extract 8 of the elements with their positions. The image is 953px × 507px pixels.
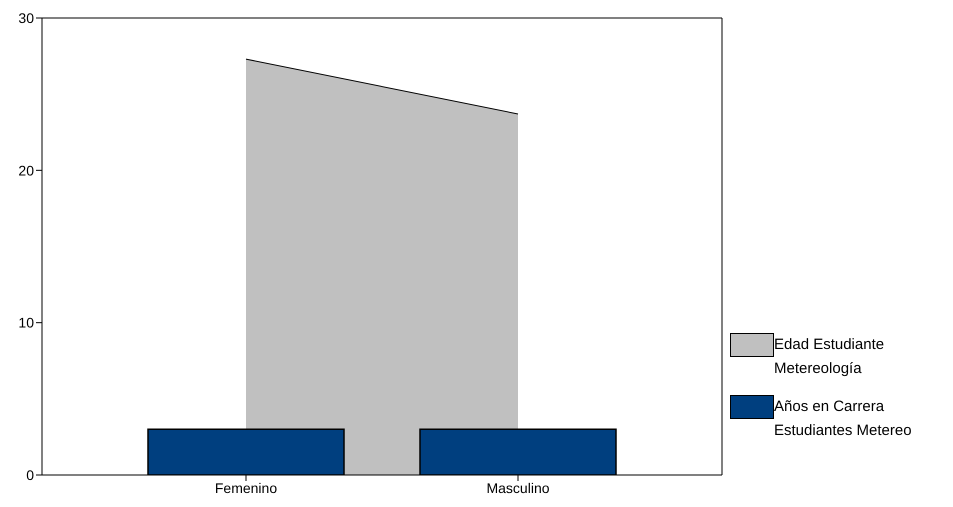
y-tick-label: 0 [26, 466, 34, 483]
legend-label: Edad Estudiante Metereología [774, 335, 886, 379]
x-tick-label: Masculino [486, 480, 550, 496]
y-tick-label: 30 [18, 10, 34, 26]
y-tick-label: 20 [18, 162, 34, 178]
y-tick-label: 10 [18, 314, 34, 331]
legend-label: Años en Carrera Estudiantes Metereo [774, 397, 913, 441]
x-tick-label: Femenino [214, 480, 278, 496]
